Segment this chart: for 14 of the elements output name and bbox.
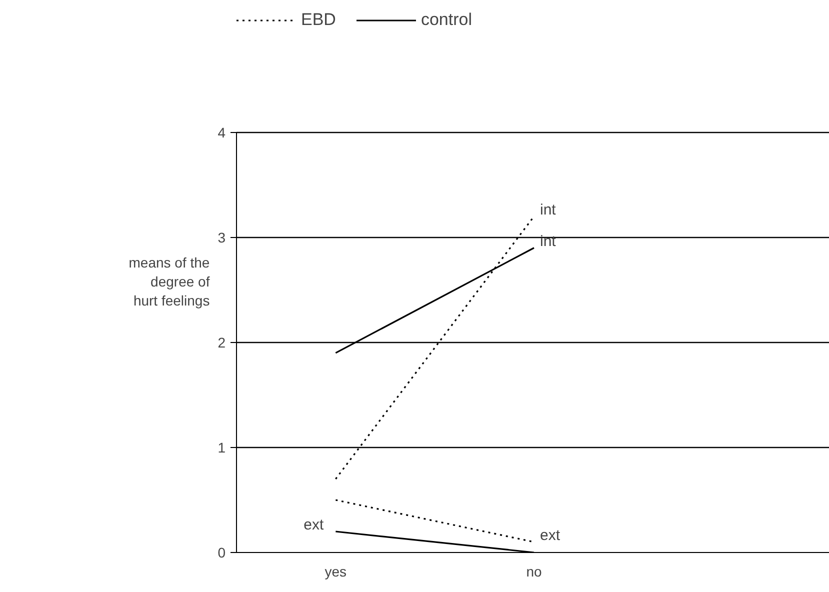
annotation: int [540,201,557,218]
y-tick-label: 4 [218,124,226,140]
y-axis-title: means of the degree of hurt feelings [128,254,210,309]
x-tick-label: yes [324,564,347,580]
legend-label: EBD [301,10,336,30]
y-tick-label: 0 [218,544,226,560]
legend-label: control [420,10,472,30]
y-tick-label: 2 [218,334,226,350]
annotation: ext [540,526,561,544]
y-tick-label: 3 [218,229,226,246]
x-tick-label: no [526,564,542,580]
annotation: int [540,232,557,250]
y-tick-label: 1 [218,439,226,456]
annotation: ext [304,516,325,534]
